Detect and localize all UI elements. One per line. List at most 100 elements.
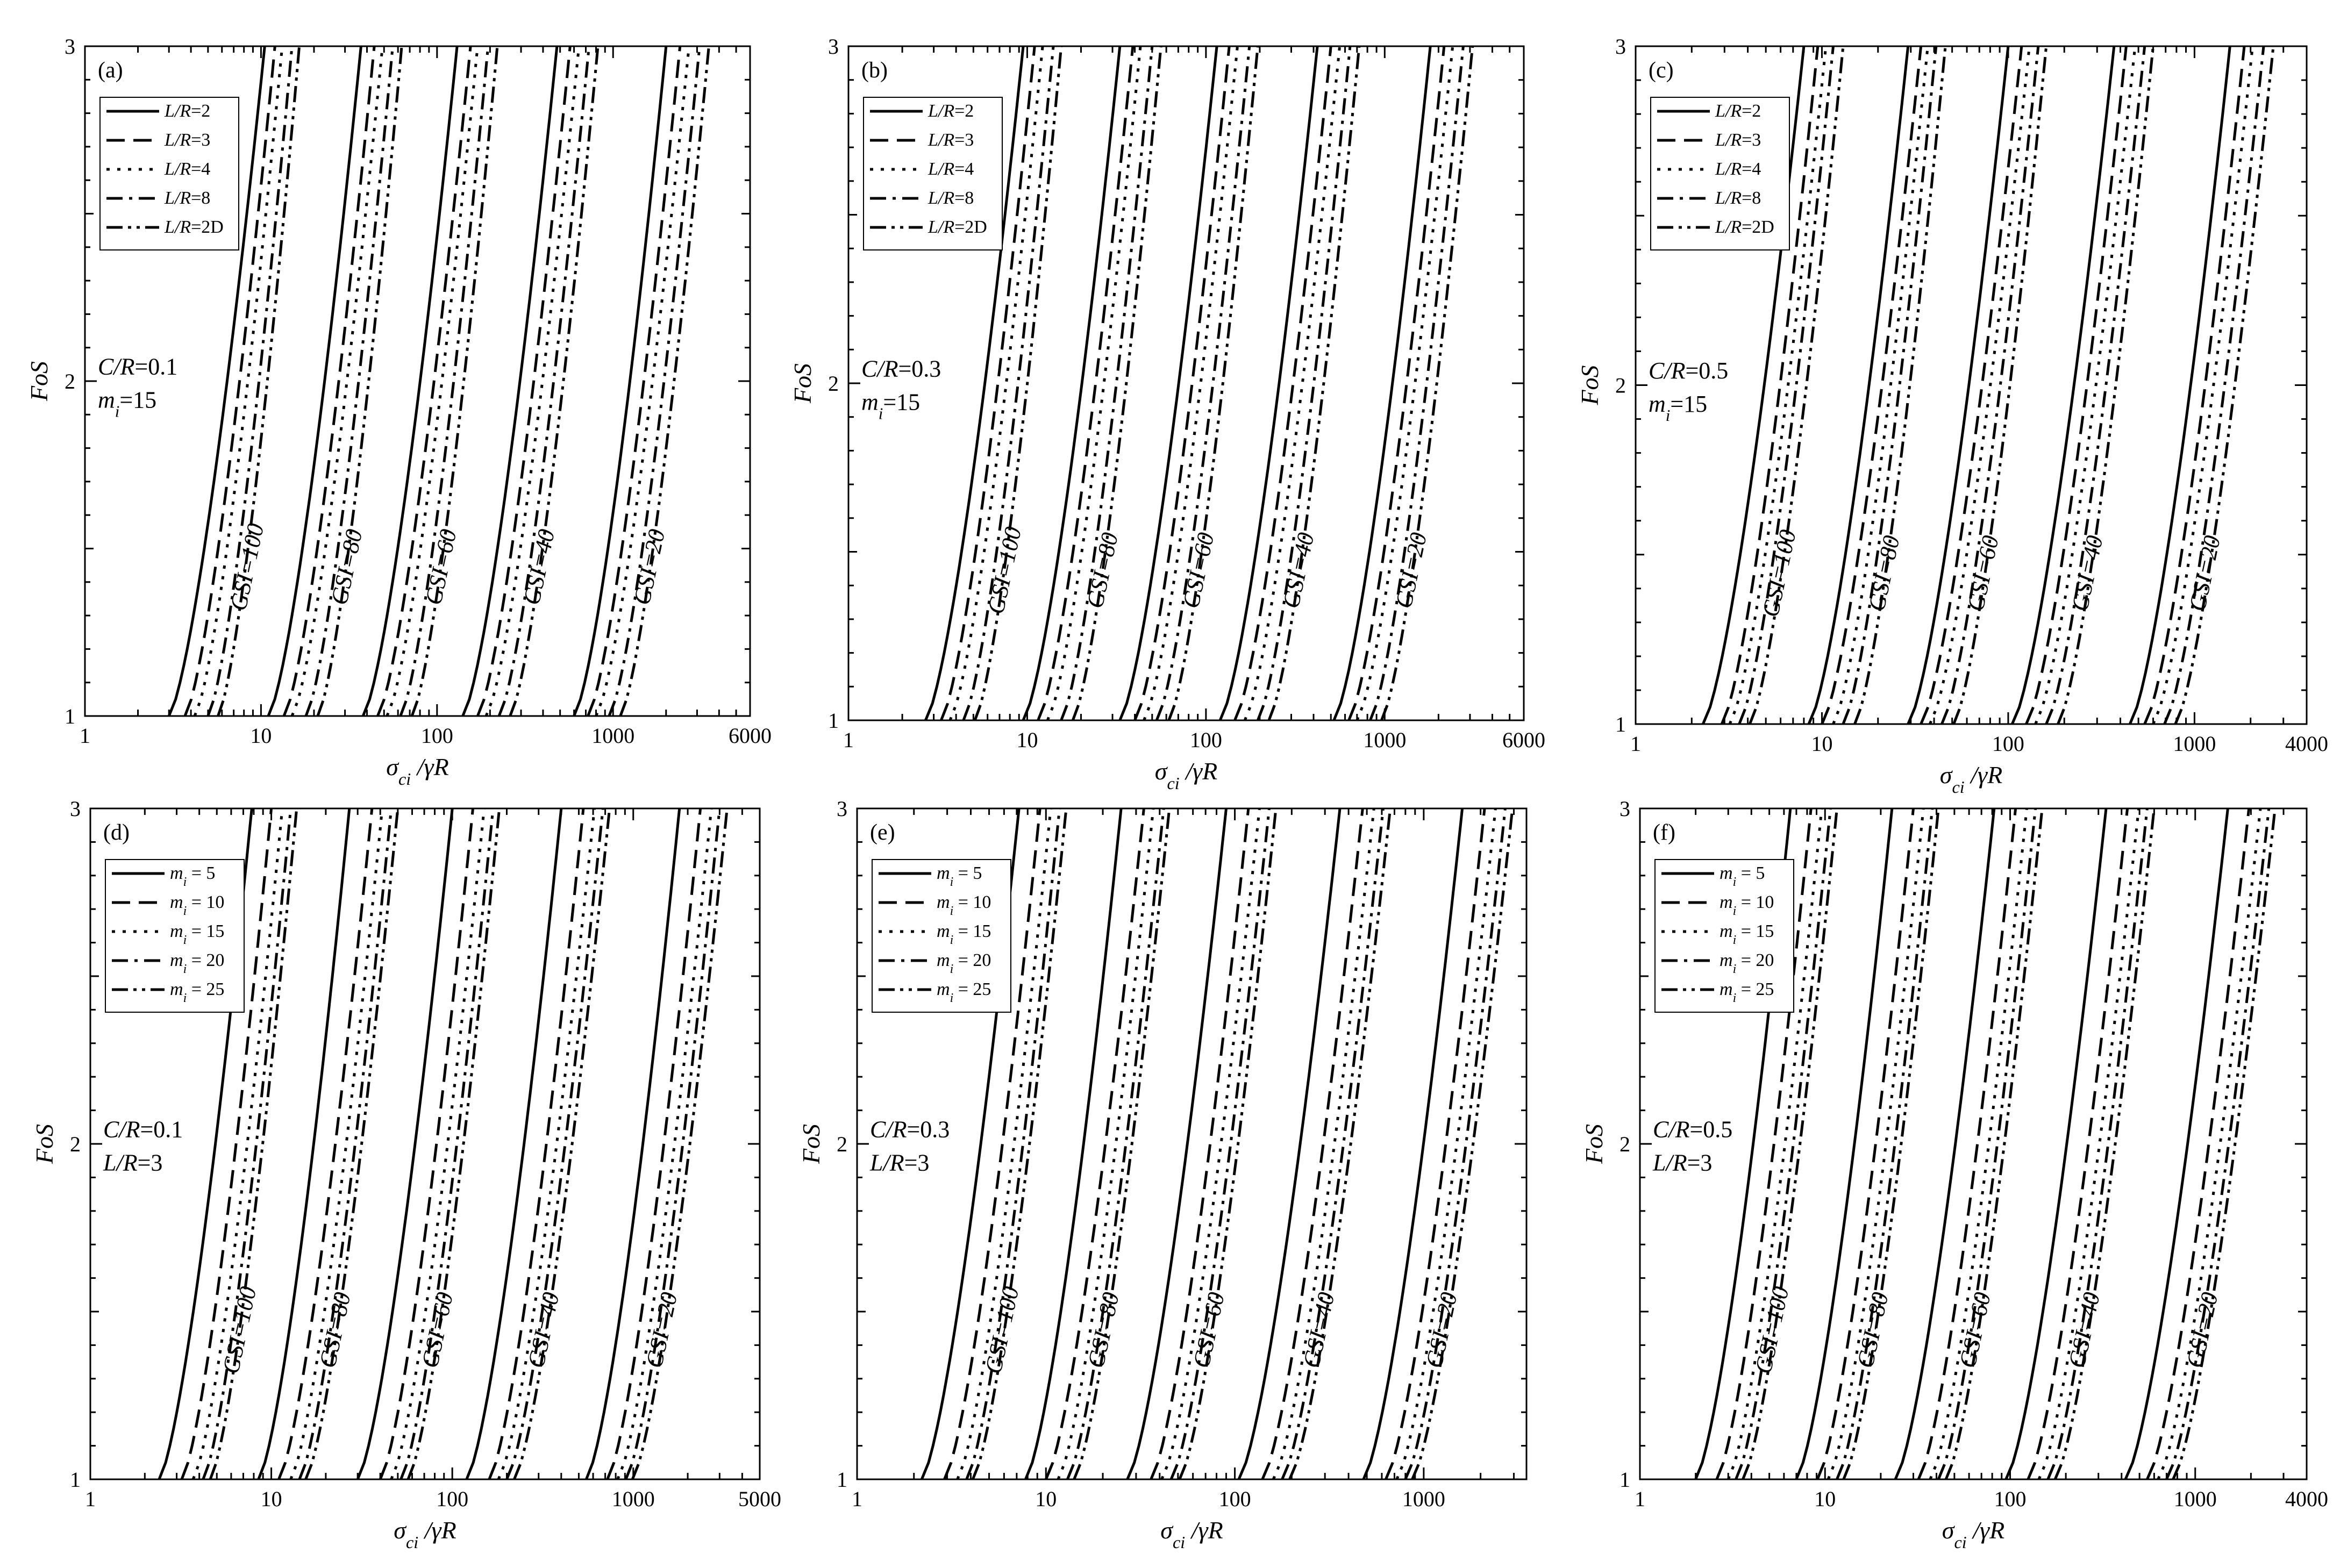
curve-gsi3-series1: [2027, 808, 2129, 1480]
curve-gsi1-series2: [289, 808, 384, 1480]
curve-gsi0-series1: [183, 46, 276, 717]
gsi-label: GSI=20: [1421, 1290, 1462, 1370]
chart-panel-a: GSI=100 GSI=80 GSI=60 GSI=40 GSI=20 1 10 100 100…: [25, 34, 772, 789]
legend-label: mi = 25: [170, 979, 224, 1005]
x-tick-label: 10: [1035, 1487, 1057, 1511]
gsi-label: GSI=80: [1082, 1290, 1124, 1370]
curve-gsi3-series2: [497, 808, 596, 1480]
x-tick-label: 1000: [2174, 1487, 2217, 1511]
curve-gsi3-series3: [2046, 808, 2149, 1480]
curve-gsi2-series4: [1944, 808, 2044, 1480]
legend-label: mi = 25: [937, 979, 991, 1005]
chart-panel-e: GSI=100 GSI=80 GSI=60 GSI=40 GSI=201 10 100 100…: [797, 797, 1528, 1552]
curve-gsi4-series3: [1369, 46, 1465, 721]
x-tick-label: 10: [1016, 728, 1038, 752]
x-axis-title: σci /γR: [394, 1516, 456, 1552]
curve-gsi3-series0: [461, 46, 559, 717]
curve-gsi1-series2: [290, 46, 384, 717]
curve-gsi4-series3: [1404, 808, 1507, 1480]
legend-label: L/R=2D: [928, 217, 987, 237]
x-tick-label: 100: [436, 1487, 468, 1511]
curve-gsi3-series4: [513, 808, 611, 1480]
panel-label: (d): [103, 820, 130, 845]
curve-gsi2-series2: [386, 46, 479, 717]
curve-gsi2-series3: [1155, 46, 1251, 721]
y-tick-label: 3: [837, 797, 847, 821]
legend-label: mi = 15: [1720, 921, 1774, 947]
curve-gsi4-series1: [1385, 808, 1486, 1480]
x-tick-label: 100: [1190, 728, 1222, 752]
legend-label: mi = 5: [1720, 863, 1765, 889]
x-tick-label: 1: [843, 728, 854, 752]
curve-gsi0-series4: [209, 808, 298, 1480]
x-tick-label: 5000: [738, 1487, 781, 1511]
curve-gsi1-series0: [1022, 46, 1122, 721]
curve-gsi3-series2: [1243, 46, 1342, 721]
chart-panel-b: GSI=100 GSI=80 GSI=60 GSI=40 GSI=20 1 10 100 100…: [789, 34, 1545, 793]
param-label: C/R=0.3: [861, 355, 941, 382]
curve-gsi1-series3: [1060, 46, 1154, 721]
y-axis-title: FoS: [31, 1124, 58, 1164]
gsi-label: GSI=20: [1390, 530, 1432, 610]
curve-gsi3-series4: [2057, 46, 2154, 725]
curve-gsi1-series3: [1066, 808, 1165, 1480]
curve-gsi3-series3: [1281, 808, 1385, 1480]
x-tick-label: 4000: [2285, 732, 2328, 756]
curve-gsi1-series0: [1795, 808, 1894, 1480]
legend-label: L/R=2: [928, 101, 974, 121]
x-tick-label: 1000: [1363, 728, 1406, 752]
curve-gsi2-series1: [1917, 808, 2017, 1480]
curve-gsi1-series4: [304, 808, 399, 1480]
curve-gsi0-series0: [924, 46, 1025, 721]
curve-gsi0-series4: [1742, 808, 1838, 1480]
x-tick-label: 4000: [2285, 1487, 2328, 1511]
legend-label: mi = 10: [170, 892, 224, 918]
y-tick-label: 3: [1619, 797, 1630, 821]
curve-gsi4-series3: [624, 808, 721, 1480]
param-label: L/R=3: [1652, 1150, 1712, 1176]
legend-label: mi = 20: [1720, 950, 1774, 976]
curve-gsi3-series1: [2025, 46, 2128, 725]
x-axis-title: σci /γR: [1155, 757, 1217, 793]
x-tick-label: 1000: [612, 1487, 655, 1511]
curve-gsi1-series0: [257, 808, 351, 1480]
legend-box: [105, 859, 245, 1013]
curve-gsi2-series2: [1928, 46, 2031, 725]
curve-gsi2-series4: [1167, 46, 1259, 721]
param-label: C/R=0.3: [870, 1116, 950, 1143]
x-tick-label: 100: [1992, 732, 2024, 756]
legend-label: L/R=8: [164, 188, 210, 208]
y-tick-label: 3: [828, 34, 839, 59]
curve-gsi2-series3: [1940, 46, 2040, 725]
x-tick-label: 1000: [2173, 732, 2216, 756]
curve-gsi3-series1: [476, 46, 572, 717]
curve-gsi2-series1: [379, 808, 474, 1480]
x-tick-label: 1: [1635, 1487, 1645, 1511]
curve-gsi1-series2: [1827, 808, 1925, 1480]
gsi-label: GSI=40: [523, 1290, 564, 1370]
curve-gsi4-series4: [2174, 46, 2275, 725]
curve-gsi4-series4: [631, 808, 729, 1480]
panel-label: (e): [870, 820, 895, 845]
legend-label: mi = 15: [170, 921, 224, 947]
curve-gsi4-series0: [2124, 808, 2229, 1480]
legend-label: mi = 5: [937, 863, 982, 889]
curve-gsi4-series0: [1362, 808, 1464, 1480]
y-tick-label: 2: [1615, 374, 1626, 398]
legend-label: L/R=2: [164, 101, 210, 121]
curve-gsi2-series2: [1929, 808, 2028, 1480]
x-tick-label: 6000: [729, 724, 772, 748]
gsi-label: GSI=100: [982, 525, 1026, 617]
curve-gsi2-series1: [1150, 808, 1250, 1480]
curve-gsi4-series4: [2172, 808, 2277, 1480]
curve-gsi4-series4: [619, 46, 710, 717]
gsi-label: GSI=20: [2181, 1290, 2223, 1370]
param-label: mi=15: [1649, 391, 1707, 425]
x-axis-title: σci /γR: [1160, 1516, 1223, 1552]
curve-gsi4-series0: [585, 808, 681, 1480]
gsi-label: GSI=20: [641, 1290, 682, 1370]
param-label: C/R=0.5: [1653, 1116, 1732, 1143]
legend-label: L/R=2D: [164, 217, 224, 237]
curve-gsi2-series1: [1133, 46, 1231, 721]
